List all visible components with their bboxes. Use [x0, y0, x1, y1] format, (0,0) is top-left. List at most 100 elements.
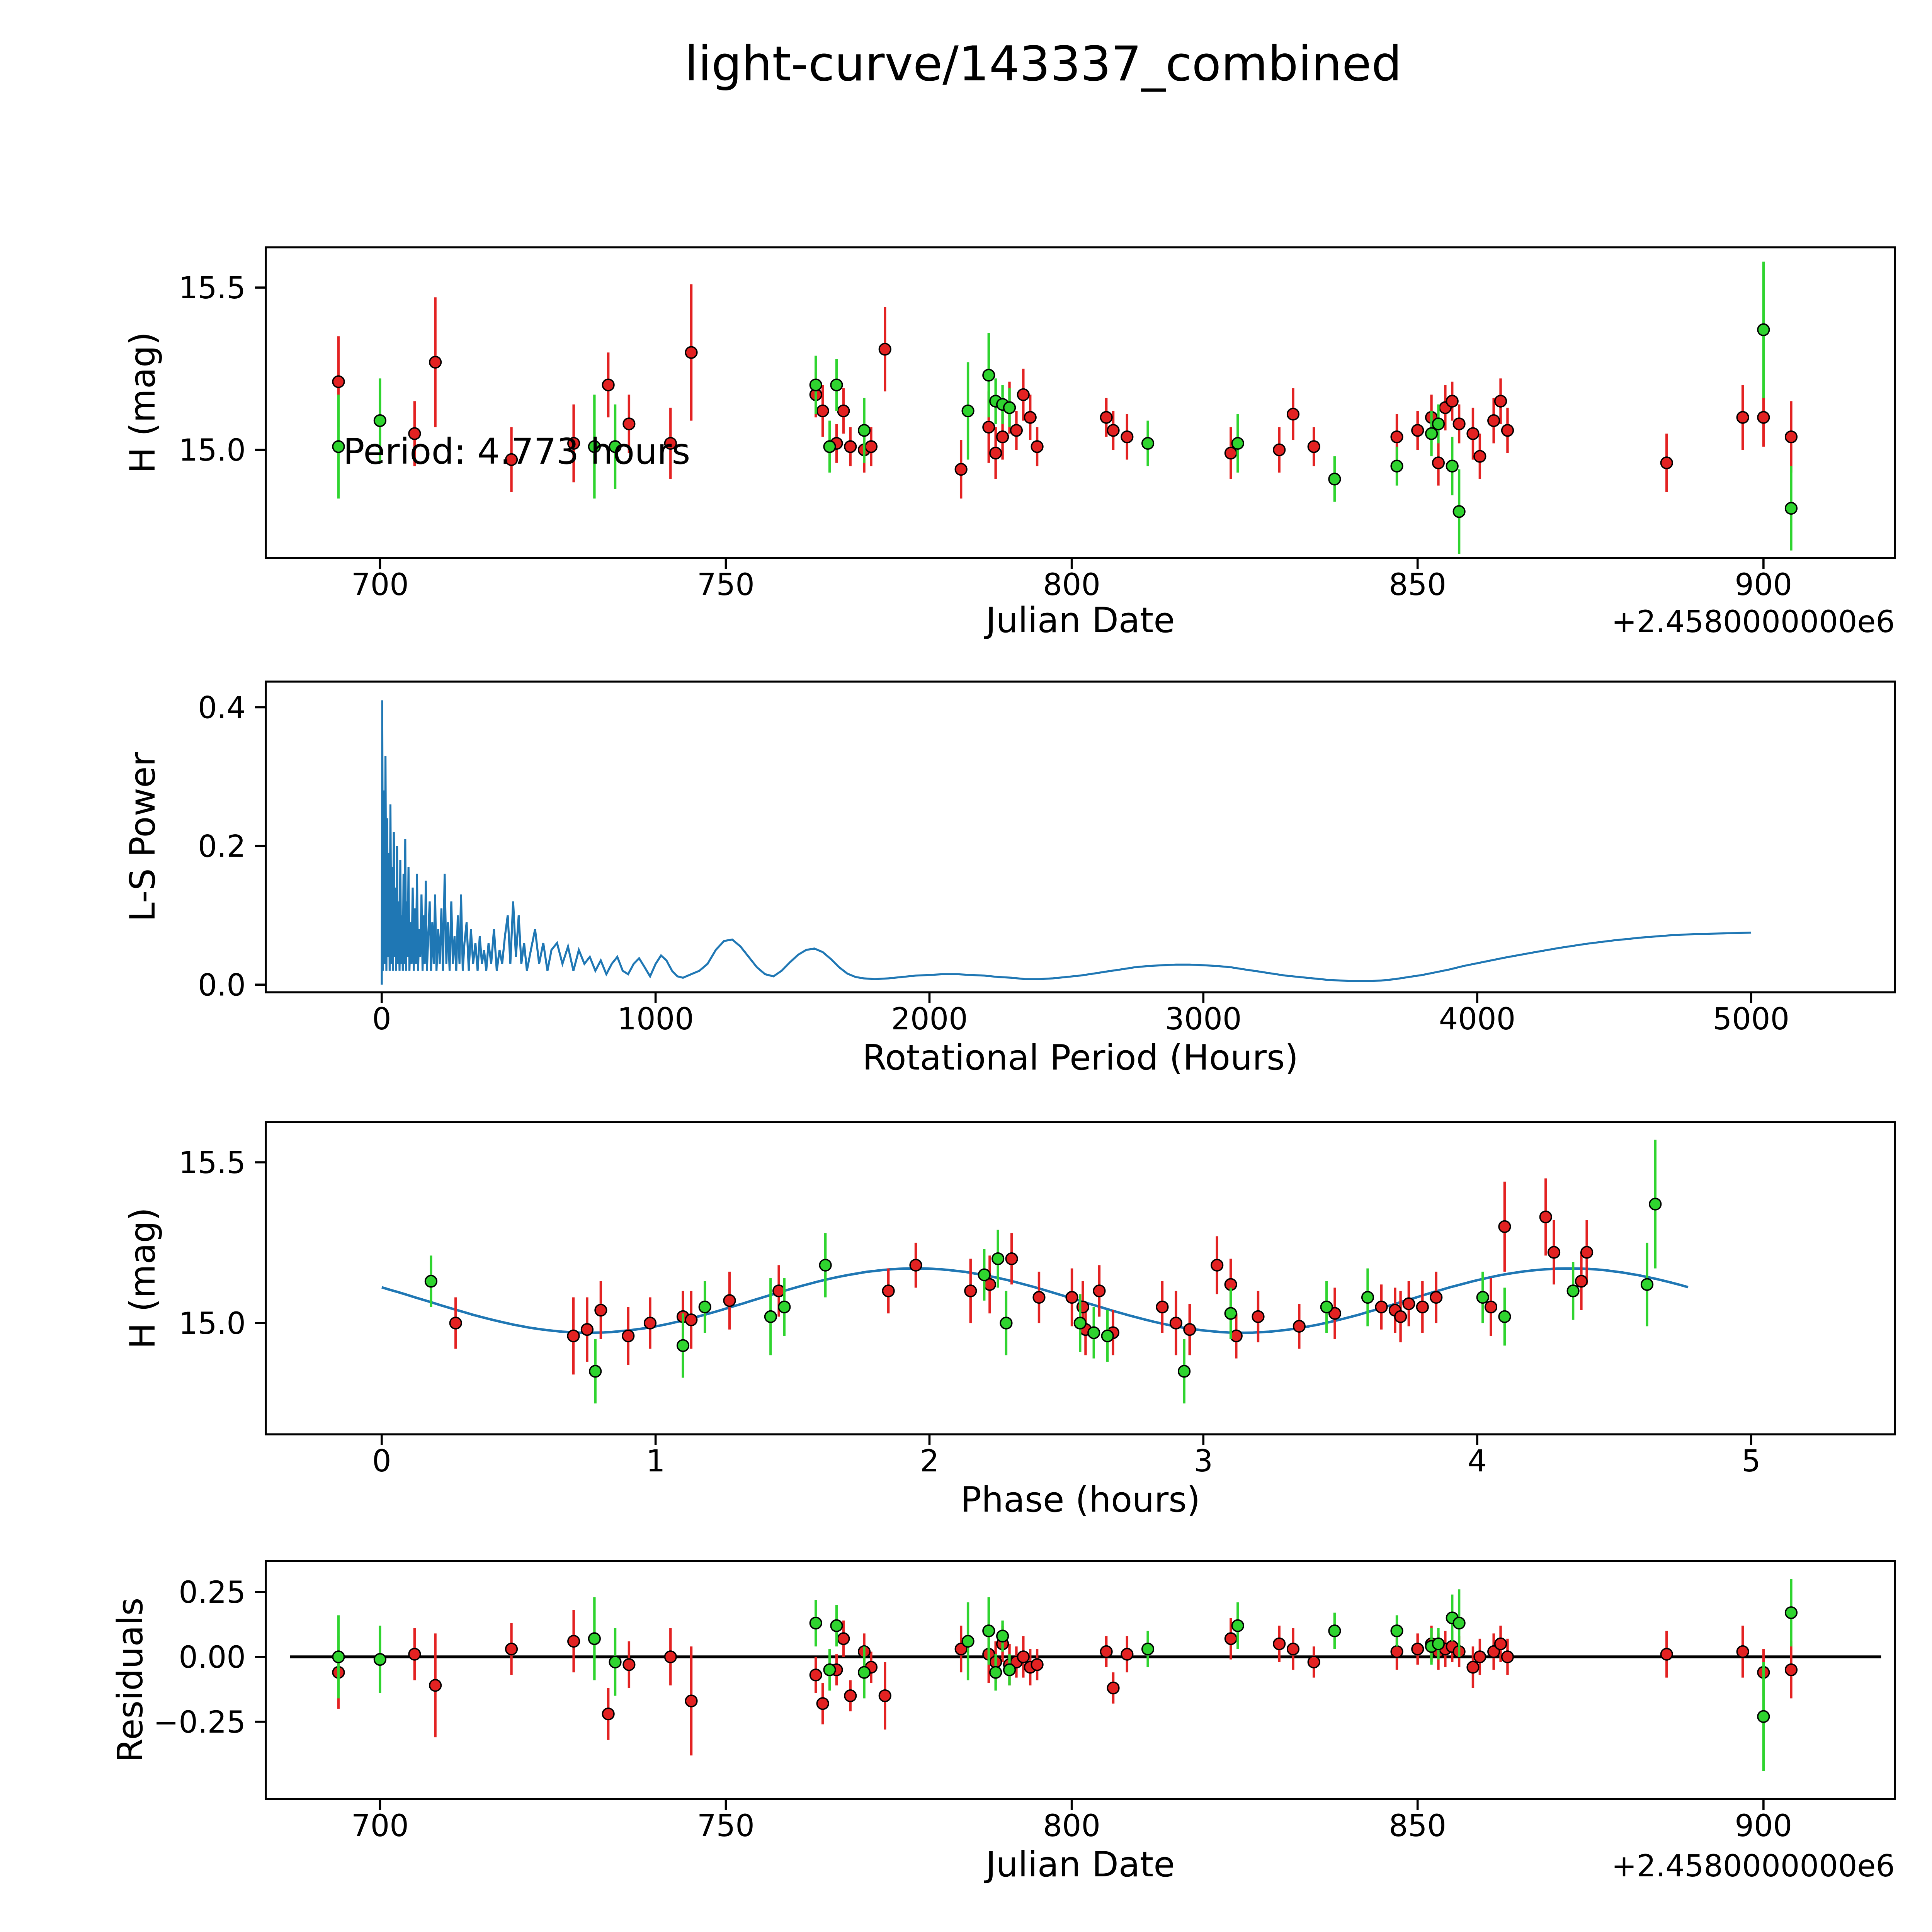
data-point — [992, 1252, 1005, 1265]
x-tick-label: 800 — [1043, 1809, 1100, 1844]
data-point — [1501, 424, 1514, 437]
data-point — [580, 1323, 594, 1336]
data-point — [1156, 1300, 1169, 1314]
data-point — [1784, 1663, 1798, 1677]
p2-xlabel: Rotational Period (Hours) — [862, 1037, 1298, 1078]
data-point — [1031, 1658, 1044, 1671]
data-point — [424, 1275, 438, 1288]
data-point — [698, 1300, 711, 1314]
data-point — [837, 404, 850, 418]
red-errorbars — [337, 1610, 1793, 1756]
data-point — [1784, 502, 1798, 515]
p1-x-offset-text: +2.4580000000e6 — [1611, 605, 1895, 639]
data-point — [1121, 430, 1134, 444]
data-point — [685, 346, 698, 359]
data-point — [1231, 437, 1244, 450]
data-point — [1580, 1246, 1594, 1259]
axes-box — [265, 1560, 1896, 1800]
data-point — [408, 1648, 421, 1661]
data-point — [723, 1294, 736, 1307]
data-point — [1005, 1252, 1018, 1265]
data-point — [878, 343, 891, 356]
plots-layer: 700 750 800 850 900 15.0 15.5 0 1000 2000 3000 4000… — [153, 246, 1896, 1844]
data-point — [1473, 450, 1486, 463]
x-tick-label: 0 — [372, 1002, 391, 1037]
data-point — [1017, 388, 1030, 401]
figure-title: light-curve/143337_combined — [685, 36, 1402, 92]
panel-phased: 0 1 2 3 4 5 15.0 15.5 — [179, 1121, 1896, 1479]
data-point — [989, 447, 1002, 460]
p4-x-offset-text: +2.4580000000e6 — [1611, 1849, 1895, 1884]
data-point — [809, 1616, 822, 1630]
data-point — [408, 427, 421, 440]
y-tick-label: 0.00 — [179, 1640, 246, 1675]
data-point — [1466, 427, 1480, 440]
data-point — [1328, 1624, 1341, 1638]
data-point — [989, 1666, 1002, 1679]
data-point — [1452, 1616, 1466, 1630]
data-point — [602, 378, 615, 391]
data-point — [1307, 1655, 1320, 1668]
data-point — [778, 1300, 791, 1314]
x-tick-label: 750 — [697, 1809, 755, 1844]
data-point — [1640, 1278, 1654, 1291]
data-point — [878, 1689, 891, 1702]
data-point — [1432, 456, 1445, 469]
data-point — [505, 1643, 518, 1656]
data-point — [567, 437, 580, 450]
data-point — [961, 1634, 975, 1648]
data-point — [1100, 1645, 1113, 1658]
green-errorbars — [337, 1579, 1793, 1771]
data-point — [830, 378, 843, 391]
x-tick-label: 700 — [351, 1809, 409, 1844]
periodogram-line — [381, 700, 1752, 985]
data-point — [1169, 1316, 1182, 1330]
x-tick-label: 2000 — [891, 1002, 968, 1037]
data-point — [1087, 1326, 1100, 1339]
data-point — [1660, 1648, 1673, 1661]
data-point — [1224, 447, 1237, 460]
data-point — [1402, 1297, 1415, 1310]
x-tick-label: 850 — [1389, 1809, 1446, 1844]
data-point — [1328, 473, 1341, 486]
data-point — [1757, 1710, 1770, 1723]
red-errorbars — [454, 1178, 1588, 1375]
data-point — [1430, 1291, 1443, 1304]
y-tick-label: 0.25 — [179, 1575, 246, 1610]
data-point — [1498, 1220, 1511, 1233]
data-point — [954, 463, 968, 476]
x-tick-label: 900 — [1735, 1809, 1792, 1844]
data-point — [1361, 1291, 1374, 1304]
panel-lightcurve-jd: 700 750 800 850 900 15.0 15.5 — [179, 246, 1896, 602]
data-point — [1425, 427, 1438, 440]
data-point — [1736, 411, 1749, 424]
green-markers — [424, 1197, 1662, 1378]
data-point — [1000, 1316, 1013, 1330]
x-tick-label: 900 — [1735, 568, 1792, 602]
data-point — [909, 1259, 922, 1272]
y-tick-label: 15.0 — [179, 1306, 246, 1341]
data-point — [1757, 323, 1770, 336]
green-errorbars — [337, 261, 1793, 554]
data-point — [882, 1284, 895, 1298]
data-point — [1566, 1284, 1580, 1298]
data-point — [332, 375, 345, 388]
data-point — [1273, 1637, 1286, 1650]
data-point — [1224, 1307, 1237, 1320]
data-point — [1328, 1307, 1342, 1320]
data-point — [1065, 1291, 1078, 1304]
data-point — [664, 1650, 677, 1663]
data-point — [1230, 1329, 1243, 1342]
p1-ylabel: H (mag) — [122, 332, 163, 473]
data-point — [964, 1284, 977, 1298]
data-point — [1484, 1300, 1498, 1314]
data-point — [1390, 1645, 1403, 1658]
data-point — [857, 1666, 871, 1679]
data-point — [1501, 1650, 1514, 1663]
y-tick-label: 0.2 — [198, 829, 246, 864]
data-point — [1446, 459, 1459, 473]
data-point — [602, 1708, 615, 1721]
p2-ylabel: L-S Power — [122, 752, 163, 922]
data-point — [1394, 1310, 1407, 1323]
data-point — [676, 1339, 690, 1352]
